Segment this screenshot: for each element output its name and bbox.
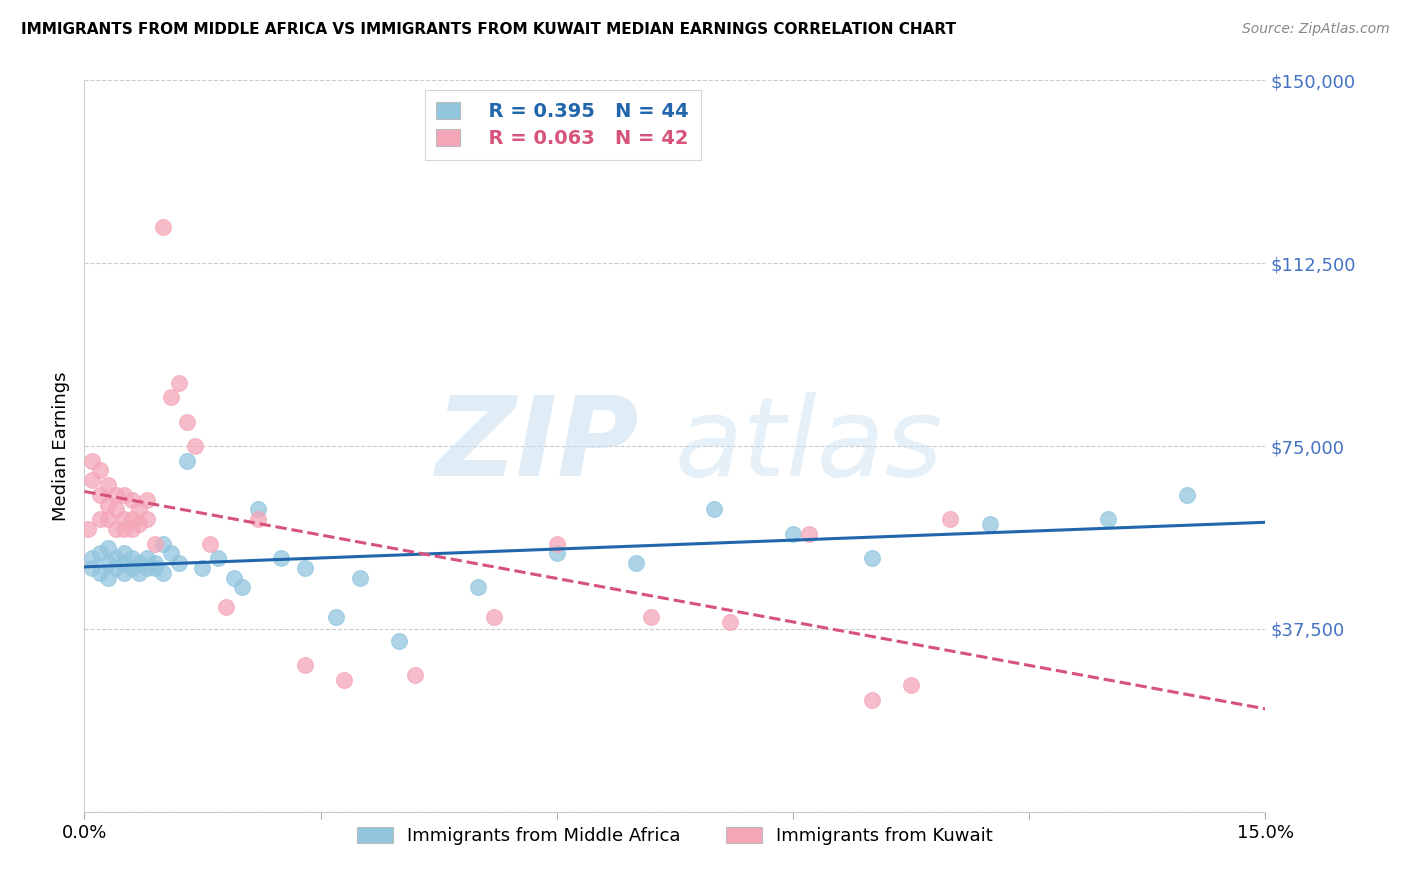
- Point: [246, 502, 269, 516]
- Point: [104, 522, 127, 536]
- Point: [979, 516, 1001, 531]
- Point: [1097, 512, 1119, 526]
- Point: [89, 463, 111, 477]
- Point: [183, 439, 205, 453]
- Point: [900, 678, 922, 692]
- Point: [89, 566, 111, 580]
- Point: [112, 488, 135, 502]
- Point: [136, 492, 159, 507]
- Point: [97, 478, 120, 492]
- Point: [546, 546, 568, 560]
- Point: [121, 561, 143, 575]
- Point: [860, 692, 883, 706]
- Point: [104, 502, 127, 516]
- Point: [349, 571, 371, 585]
- Point: [143, 556, 166, 570]
- Text: Source: ZipAtlas.com: Source: ZipAtlas.com: [1241, 22, 1389, 37]
- Point: [136, 551, 159, 566]
- Point: [160, 390, 183, 404]
- Point: [104, 488, 127, 502]
- Point: [200, 536, 222, 550]
- Point: [1175, 488, 1198, 502]
- Point: [89, 546, 111, 560]
- Point: [89, 488, 111, 502]
- Point: [191, 561, 214, 575]
- Point: [797, 526, 820, 541]
- Point: [121, 551, 143, 566]
- Text: ZIP: ZIP: [436, 392, 640, 500]
- Point: [152, 536, 174, 550]
- Point: [231, 581, 253, 595]
- Point: [128, 556, 150, 570]
- Point: [546, 536, 568, 550]
- Point: [624, 556, 647, 570]
- Point: [207, 551, 229, 566]
- Point: [77, 522, 100, 536]
- Point: [82, 473, 104, 487]
- Point: [325, 609, 347, 624]
- Point: [718, 615, 741, 629]
- Point: [860, 551, 883, 566]
- Point: [121, 492, 143, 507]
- Point: [467, 581, 489, 595]
- Legend: Immigrants from Middle Africa, Immigrants from Kuwait: Immigrants from Middle Africa, Immigrant…: [347, 818, 1002, 854]
- Point: [270, 551, 292, 566]
- Point: [482, 609, 505, 624]
- Point: [167, 376, 190, 390]
- Point: [104, 561, 127, 575]
- Point: [703, 502, 725, 516]
- Point: [112, 546, 135, 560]
- Text: atlas: atlas: [675, 392, 943, 500]
- Point: [333, 673, 356, 687]
- Point: [136, 512, 159, 526]
- Point: [246, 512, 269, 526]
- Point: [294, 561, 316, 575]
- Point: [222, 571, 245, 585]
- Point: [82, 453, 104, 467]
- Point: [121, 512, 143, 526]
- Point: [97, 541, 120, 556]
- Point: [97, 512, 120, 526]
- Point: [136, 561, 159, 575]
- Point: [89, 512, 111, 526]
- Point: [112, 566, 135, 580]
- Point: [82, 551, 104, 566]
- Point: [294, 658, 316, 673]
- Y-axis label: Median Earnings: Median Earnings: [52, 371, 70, 521]
- Point: [782, 526, 804, 541]
- Point: [167, 556, 190, 570]
- Point: [112, 522, 135, 536]
- Point: [112, 512, 135, 526]
- Point: [97, 556, 120, 570]
- Point: [97, 571, 120, 585]
- Point: [215, 599, 238, 614]
- Point: [112, 556, 135, 570]
- Point: [121, 522, 143, 536]
- Point: [82, 561, 104, 575]
- Point: [404, 668, 426, 682]
- Point: [176, 453, 198, 467]
- Point: [143, 536, 166, 550]
- Point: [128, 502, 150, 516]
- Point: [128, 516, 150, 531]
- Point: [104, 551, 127, 566]
- Point: [640, 609, 662, 624]
- Point: [160, 546, 183, 560]
- Point: [176, 415, 198, 429]
- Text: IMMIGRANTS FROM MIDDLE AFRICA VS IMMIGRANTS FROM KUWAIT MEDIAN EARNINGS CORRELAT: IMMIGRANTS FROM MIDDLE AFRICA VS IMMIGRA…: [21, 22, 956, 37]
- Point: [939, 512, 962, 526]
- Point: [152, 219, 174, 234]
- Point: [152, 566, 174, 580]
- Point: [388, 634, 411, 648]
- Point: [128, 566, 150, 580]
- Point: [143, 561, 166, 575]
- Point: [97, 498, 120, 512]
